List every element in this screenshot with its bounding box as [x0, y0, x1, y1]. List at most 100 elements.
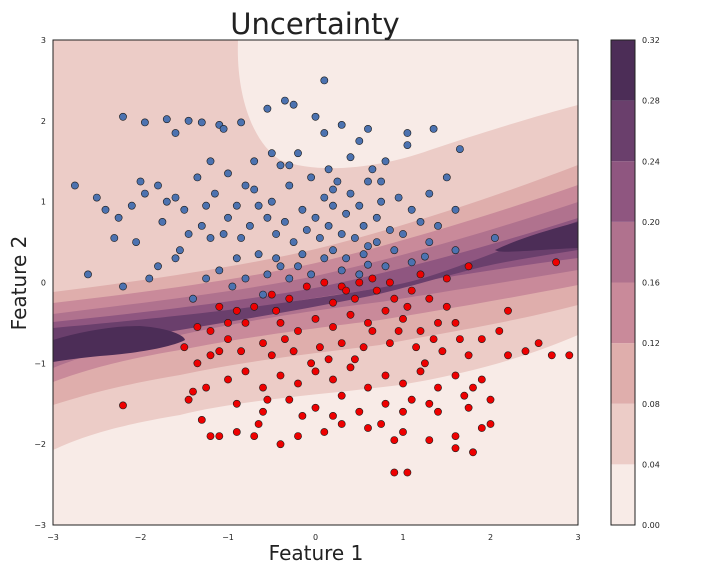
colorbar-band-1	[611, 403, 635, 465]
class-1-point-25	[534, 339, 543, 347]
class-1-point-81	[311, 403, 320, 412]
class-1-point-21	[451, 444, 460, 453]
x-axis-label: Feature 1	[269, 541, 364, 565]
class-0-point-46	[276, 262, 285, 271]
colorbar-band-7	[611, 40, 635, 101]
colorbar-ticks: 0.00 0.04 0.08 0.12 0.16 0.20 0.24 0.28 0.32	[642, 36, 660, 530]
class-1-point-111	[416, 270, 425, 279]
class-0-point-101	[372, 213, 381, 222]
class-0-point-30	[490, 234, 499, 242]
class-1-point-68	[311, 367, 320, 376]
class-0-point-53	[189, 294, 197, 303]
class-0-point-117	[232, 254, 241, 263]
y-tick-label: 0	[41, 279, 46, 288]
class-0-point-120	[407, 258, 416, 267]
class-0-point-94	[337, 230, 346, 238]
class-1-point-77	[469, 383, 477, 392]
class-1-point-2	[197, 415, 206, 424]
class-0-point-132	[219, 124, 228, 133]
class-1-point-130	[263, 395, 272, 404]
class-0-point-131	[136, 177, 145, 186]
class-1-point-41	[302, 282, 311, 291]
class-1-point-79	[259, 407, 267, 416]
class-1-point-31	[477, 335, 486, 343]
class-1-point-119	[377, 420, 385, 428]
y-axis-ticks: −3 −2 −1 0 1 2 3	[34, 36, 46, 530]
class-1-point-86	[434, 407, 442, 416]
class-0-point-71	[210, 189, 219, 198]
class-1-point-123	[442, 274, 451, 283]
class-0-point-74	[232, 201, 241, 210]
colorbar-band-6	[611, 100, 635, 162]
class-1-point-84	[381, 399, 390, 408]
class-1-point-73	[399, 379, 407, 388]
class-1-point-75	[434, 383, 442, 392]
class-0-point-18	[364, 124, 372, 133]
x-tick-label: 2	[488, 533, 493, 542]
class-0-point-27	[407, 205, 416, 214]
class-0-point-58	[71, 181, 79, 190]
colorbar-band-4	[611, 221, 635, 283]
class-1-point-17	[477, 424, 486, 432]
class-1-point-101	[420, 359, 429, 368]
chart-title: Uncertainty	[230, 7, 399, 41]
y-axis-label: Feature 2	[7, 236, 31, 331]
contour-level-7-right	[495, 222, 578, 252]
class-1-point-51	[241, 318, 250, 327]
class-1-point-7	[276, 440, 285, 449]
class-1-point-27	[565, 351, 574, 360]
class-0-point-33	[399, 230, 407, 238]
class-1-point-19	[390, 468, 399, 477]
class-0-point-51	[215, 266, 224, 275]
class-1-point-63	[224, 375, 232, 384]
class-1-point-64	[241, 367, 250, 376]
class-1-point-58	[364, 318, 372, 327]
class-1-point-76	[451, 371, 460, 380]
colorbar-band-2	[611, 343, 635, 404]
x-tick-label: −3	[47, 533, 59, 542]
class-1-point-89	[215, 347, 224, 356]
x-tick-label: −2	[135, 533, 147, 542]
colorbar-band-3	[611, 282, 635, 344]
class-0-point-125	[175, 246, 184, 255]
class-1-point-18	[486, 420, 495, 428]
class-0-point-97	[350, 234, 359, 242]
class-1-point-22	[464, 403, 473, 412]
class-0-point-62	[127, 201, 136, 210]
class-1-point-34	[425, 294, 434, 303]
class-0-point-93	[333, 177, 342, 186]
class-0-point-59	[92, 193, 101, 202]
class-1-point-50	[224, 335, 232, 343]
class-0-point-107	[241, 181, 250, 190]
class-0-point-115	[154, 262, 162, 271]
class-1-point-106	[429, 335, 438, 343]
class-1-point-100	[180, 343, 189, 352]
class-1-point-91	[267, 351, 276, 360]
class-1-point-53	[276, 318, 285, 327]
class-1-point-128	[425, 399, 434, 408]
class-1-point-30	[504, 306, 512, 315]
class-0-point-31	[425, 238, 434, 246]
class-0-point-70	[206, 234, 215, 242]
class-0-point-34	[390, 246, 399, 255]
class-1-point-118	[486, 395, 495, 404]
class-1-point-57	[346, 310, 355, 319]
class-0-point-88	[311, 213, 320, 222]
class-1-point-14	[425, 436, 434, 444]
colorbar-band-5	[611, 161, 635, 222]
class-0-point-99	[359, 221, 368, 230]
class-1-point-116	[329, 411, 337, 420]
class-0-point-29	[451, 205, 460, 214]
colorbar-tick-label: 0.28	[642, 97, 660, 106]
class-0-point-75	[237, 234, 245, 242]
class-1-point-94	[337, 339, 346, 347]
class-1-point-104	[368, 327, 377, 335]
class-1-point-112	[272, 306, 280, 315]
class-1-point-85	[407, 395, 416, 404]
class-0-point-81	[272, 230, 280, 238]
class-1-point-62	[434, 318, 442, 327]
class-1-point-60	[399, 314, 407, 323]
class-0-point-4	[184, 116, 193, 125]
class-0-point-116	[110, 234, 119, 242]
class-1-point-24	[521, 347, 530, 356]
